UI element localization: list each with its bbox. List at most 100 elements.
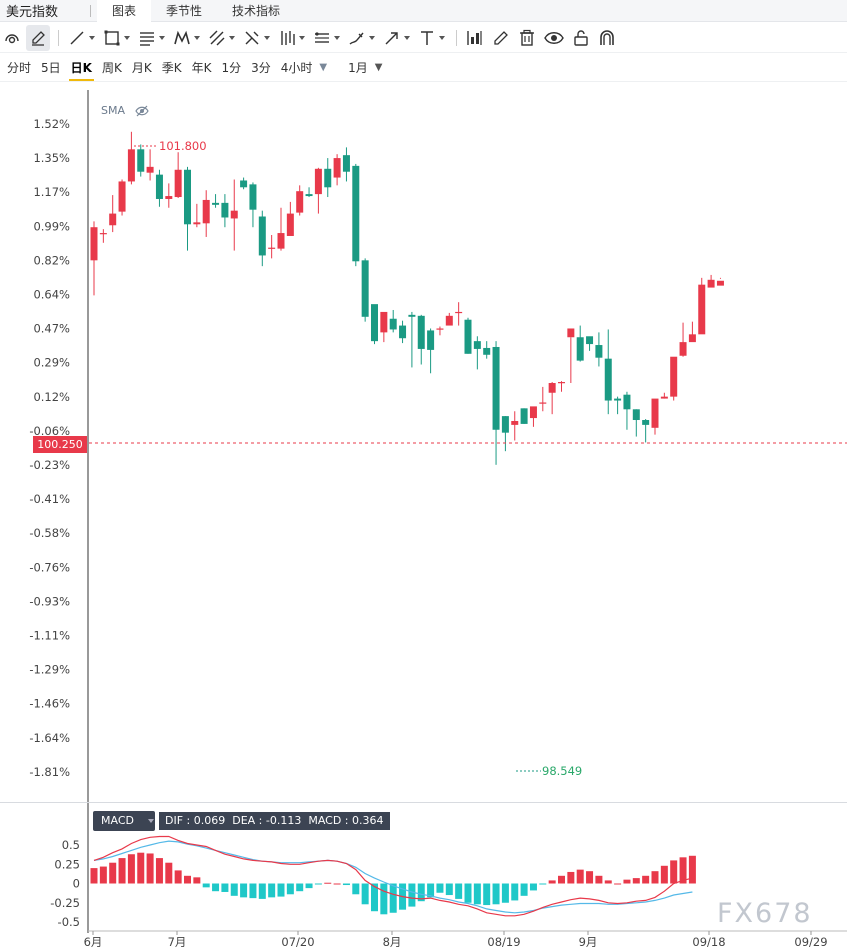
- trash-icon[interactable]: [515, 25, 539, 51]
- candle-body: [567, 328, 575, 338]
- candle-body: [249, 184, 257, 210]
- macd-histogram-bar: [118, 858, 126, 884]
- magnet-icon[interactable]: [0, 25, 24, 51]
- macd-histogram-bar: [539, 883, 547, 885]
- macd-histogram-bar: [184, 875, 191, 884]
- macd-histogram-bar: [268, 883, 276, 898]
- period-yearly[interactable]: 年K: [191, 60, 212, 75]
- macd-histogram-bar: [417, 883, 425, 902]
- candlestick: [99, 229, 107, 243]
- arrow-tool-icon[interactable]: [380, 25, 413, 51]
- macd-axis-tick-label: -0.25: [50, 896, 80, 910]
- price-axis-tick-label: -1.29%: [29, 663, 70, 677]
- eye-icon[interactable]: [541, 25, 567, 51]
- candle-body: [202, 199, 210, 224]
- visibility-off-icon[interactable]: [135, 105, 149, 117]
- channel-tool-icon[interactable]: [310, 25, 343, 51]
- candlestick: [698, 277, 706, 335]
- price-chart[interactable]: 1.52% 1.35% 1.17% 0.99% 0.82% 0.64% 0.47% 0.29%…: [0, 90, 847, 802]
- macd-axis-tick-label: 0: [73, 877, 80, 891]
- candlestick: [427, 328, 435, 374]
- tab-chart[interactable]: 图表: [97, 0, 152, 22]
- macd-chart[interactable]: 0.5 0.25 0 -0.25 -0.5 6月 7月 07/20 8月 08/19 9月 09/18…: [0, 803, 847, 951]
- tab-technical-indicators[interactable]: 技术指标: [232, 3, 281, 18]
- macd-histogram-bar: [501, 883, 509, 903]
- macd-histogram-bar: [670, 860, 678, 884]
- instrument-title: 美元指数: [6, 5, 59, 20]
- candle-body: [623, 394, 631, 410]
- period-1min[interactable]: 1分: [221, 60, 242, 75]
- macd-histogram-bar: [212, 883, 220, 892]
- macd-histogram-bar: [99, 866, 107, 884]
- bars-tool-icon[interactable]: [275, 25, 308, 51]
- macd-axis-tick-label: 0.5: [62, 838, 80, 852]
- top-bar: 美元指数 图表 季节性 技术指标: [0, 0, 847, 22]
- candle-body: [660, 396, 668, 399]
- magnet-u-icon[interactable]: [595, 25, 619, 51]
- macd-histogram-bar: [436, 883, 444, 893]
- pencil-icon[interactable]: [26, 24, 50, 51]
- candlestick: [249, 182, 257, 228]
- edit-icon[interactable]: [489, 25, 513, 51]
- chart-type-icon[interactable]: [463, 25, 487, 51]
- candle-body: [399, 325, 407, 339]
- candlestick: [155, 169, 163, 207]
- macd-histogram-bar: [314, 883, 322, 885]
- macd-histogram-bar: [492, 883, 500, 905]
- sma-indicator-label[interactable]: SMA: [101, 104, 149, 117]
- period-timeshare[interactable]: 分时: [7, 60, 32, 75]
- x-axis-tick-label: 7月: [168, 935, 187, 949]
- macd-histogram-bar: [642, 875, 650, 884]
- macd-histogram-bar: [595, 875, 603, 884]
- period-more-dropdown-icon[interactable]: ▼: [319, 62, 328, 73]
- line-tool-icon[interactable]: [65, 25, 98, 51]
- candlestick: [529, 406, 537, 427]
- x-axis-tick-label: 07/20: [281, 935, 314, 949]
- period-monthly[interactable]: 月K: [131, 60, 152, 75]
- price-pane[interactable]: 1.52% 1.35% 1.17% 0.99% 0.82% 0.64% 0.47% 0.29%…: [0, 90, 847, 802]
- brush-tool-icon[interactable]: [345, 25, 378, 51]
- fib-tool-icon[interactable]: [205, 25, 238, 51]
- macd-histogram-bar: [286, 883, 294, 895]
- period-quarterly[interactable]: 季K: [161, 60, 182, 75]
- range-dropdown-icon[interactable]: ▼: [374, 62, 383, 73]
- price-axis-tick-label: 0.12%: [33, 390, 70, 404]
- candlestick: [492, 341, 500, 465]
- macd-selector[interactable]: MACD: [93, 811, 155, 831]
- candlestick: [483, 341, 491, 359]
- dif-line: [93, 835, 693, 917]
- candle-body: [212, 202, 220, 205]
- period-weekly[interactable]: 周K: [101, 60, 122, 75]
- x-axis-tick-label: 6月: [84, 935, 103, 949]
- lock-icon[interactable]: [569, 25, 593, 51]
- candle-body: [436, 328, 444, 330]
- price-axis-tick-label: -0.06%: [29, 424, 70, 438]
- candle-body: [417, 315, 425, 349]
- pattern-tool-icon[interactable]: [170, 25, 203, 51]
- period-daily[interactable]: 日K: [66, 54, 97, 82]
- candlestick: [389, 309, 397, 333]
- candle-body: [427, 330, 435, 350]
- tab-seasonality[interactable]: 季节性: [166, 3, 203, 18]
- low-price-label: 98.549: [542, 764, 582, 778]
- range-selector[interactable]: 1月: [348, 60, 368, 75]
- macd-histogram-bar: [371, 883, 378, 912]
- text-tool-icon[interactable]: [415, 25, 448, 51]
- macd-histogram-bar: [342, 883, 350, 886]
- measure-tool-icon[interactable]: [240, 25, 273, 51]
- parallel-lines-icon[interactable]: [135, 25, 168, 51]
- macd-histogram-bar: [361, 883, 369, 905]
- period-4hour[interactable]: 4小时: [280, 60, 313, 75]
- candlestick: [109, 195, 117, 233]
- period-selector: 分时 5日 日K 周K 月K 季K 年K 1分 3分 4小时 ▼ 1月 ▼: [0, 54, 847, 82]
- dea-line: [93, 840, 693, 914]
- macd-histogram-bar: [296, 883, 304, 892]
- period-5day[interactable]: 5日: [41, 60, 61, 75]
- period-3min[interactable]: 3分: [251, 60, 271, 75]
- macd-histogram-bar: [688, 855, 696, 884]
- candlestick: [511, 411, 519, 441]
- rectangle-tool-icon[interactable]: [100, 25, 133, 51]
- macd-pane[interactable]: 0.5 0.25 0 -0.25 -0.5 6月 7月 07/20 8月 08/19 9月 09/18…: [0, 803, 847, 951]
- price-axis-tick-label: -1.11%: [29, 629, 70, 643]
- pane-divider[interactable]: [0, 802, 847, 803]
